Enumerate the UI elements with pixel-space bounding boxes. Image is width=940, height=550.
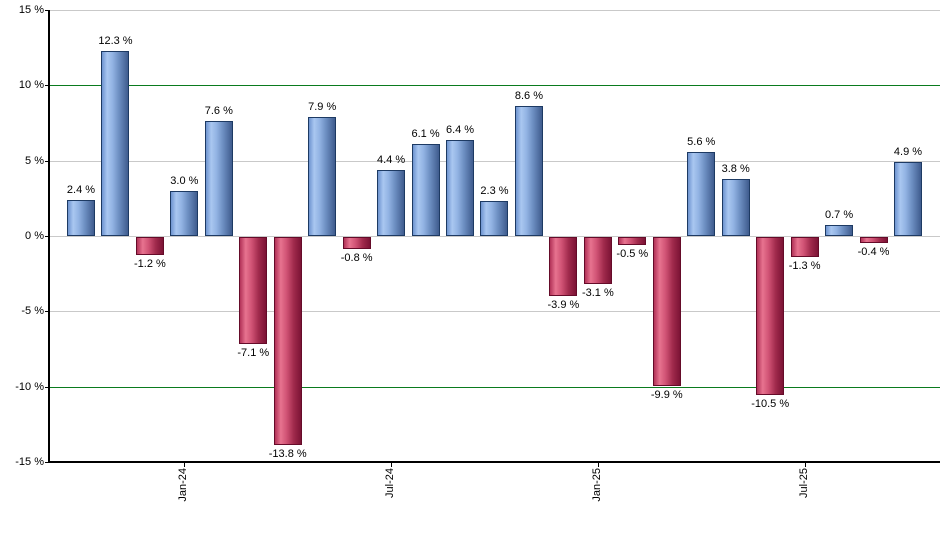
bar-value-label: 0.7 %: [825, 209, 854, 222]
bar-value-label: 6.4 %: [445, 123, 475, 136]
bar-value-label: -0.8 %: [340, 252, 373, 265]
y-axis-tick: [45, 85, 49, 87]
bar-value-label: 4.9 %: [893, 146, 923, 159]
bar-value-label: 2.3 %: [480, 185, 509, 198]
x-axis-label: Jan-25: [590, 468, 603, 502]
bar[interactable]: [687, 151, 716, 236]
bar[interactable]: [67, 199, 95, 236]
bar-value-label: 4.4 %: [377, 153, 406, 166]
bar[interactable]: [411, 144, 440, 236]
bar-value-label: -13.8 %: [268, 447, 307, 460]
y-axis-tick: [45, 160, 49, 162]
bar[interactable]: [342, 237, 371, 250]
bar[interactable]: [135, 237, 164, 256]
bar[interactable]: [480, 201, 509, 236]
bar-value-label: -9.9 %: [650, 389, 683, 402]
x-axis-tick: [804, 462, 806, 467]
bar[interactable]: [583, 237, 612, 284]
bar[interactable]: [756, 237, 785, 396]
bar-value-label: 7.9 %: [308, 100, 337, 113]
bar-value-label: 3.8 %: [721, 162, 750, 175]
bar[interactable]: [377, 169, 406, 236]
y-gridline: [49, 236, 940, 237]
bar-value-label: 12.3 %: [98, 34, 133, 47]
y-axis-label: 10 %: [18, 79, 44, 92]
bar[interactable]: [790, 237, 819, 257]
y-axis-label: -5 %: [21, 305, 44, 318]
bar[interactable]: [204, 121, 233, 236]
y-gridline: [49, 10, 940, 11]
x-axis-tick: [391, 462, 393, 467]
bar[interactable]: [859, 237, 888, 244]
y-axis-label: 0 %: [25, 230, 44, 242]
bar[interactable]: [308, 116, 337, 236]
bar-value-label: 5.6 %: [687, 135, 716, 148]
bar[interactable]: [239, 237, 268, 344]
bar-value-label: -0.4 %: [857, 246, 890, 259]
threshold-line: [49, 85, 940, 87]
bar[interactable]: [446, 139, 475, 236]
bar-value-label: 8.6 %: [514, 90, 544, 103]
y-axis-tick: [45, 386, 49, 388]
bar[interactable]: [721, 178, 750, 236]
bar-value-label: 6.1 %: [411, 128, 440, 141]
x-axis-label: Jul-25: [797, 468, 810, 498]
y-axis-tick: [45, 10, 49, 11]
y-axis-label: -10 %: [15, 380, 44, 393]
y-axis-tick: [45, 236, 49, 237]
x-axis-label: Jul-24: [384, 468, 397, 498]
bar[interactable]: [618, 237, 647, 245]
bar[interactable]: [652, 237, 681, 387]
bar[interactable]: [101, 50, 130, 236]
x-axis-tick: [184, 462, 186, 467]
bar-value-label: 2.4 %: [66, 183, 96, 196]
bar[interactable]: [514, 106, 543, 236]
bar[interactable]: [549, 237, 578, 296]
y-axis-tick: [45, 462, 49, 463]
bar[interactable]: [273, 237, 302, 445]
bar-value-label: -0.5 %: [616, 247, 649, 260]
bar-value-label: -1.2 %: [134, 258, 166, 271]
y-gridline: [49, 160, 940, 162]
bar[interactable]: [893, 162, 922, 236]
bar[interactable]: [825, 225, 854, 236]
y-gridline: [49, 311, 940, 313]
y-axis-line: [48, 10, 50, 463]
y-axis-tick: [45, 311, 49, 313]
bar-value-label: -3.9 %: [547, 298, 580, 311]
threshold-line: [49, 386, 940, 388]
bar-value-label: 3.0 %: [170, 174, 199, 187]
x-axis-label: Jan-24: [177, 468, 190, 502]
bar-value-label: -1.3 %: [788, 259, 821, 272]
bar-value-label: -3.1 %: [581, 286, 614, 299]
y-axis-label: -15 %: [15, 456, 44, 468]
x-axis-line: [49, 461, 940, 463]
bar[interactable]: [170, 190, 199, 236]
bar-value-label: 7.6 %: [204, 105, 233, 118]
bar-value-label: -7.1 %: [237, 346, 270, 359]
x-axis-tick: [597, 462, 599, 467]
y-axis-label: 5 %: [25, 154, 44, 167]
y-axis-label: 15 %: [18, 4, 44, 16]
bar-value-label: -10.5 %: [751, 398, 790, 411]
